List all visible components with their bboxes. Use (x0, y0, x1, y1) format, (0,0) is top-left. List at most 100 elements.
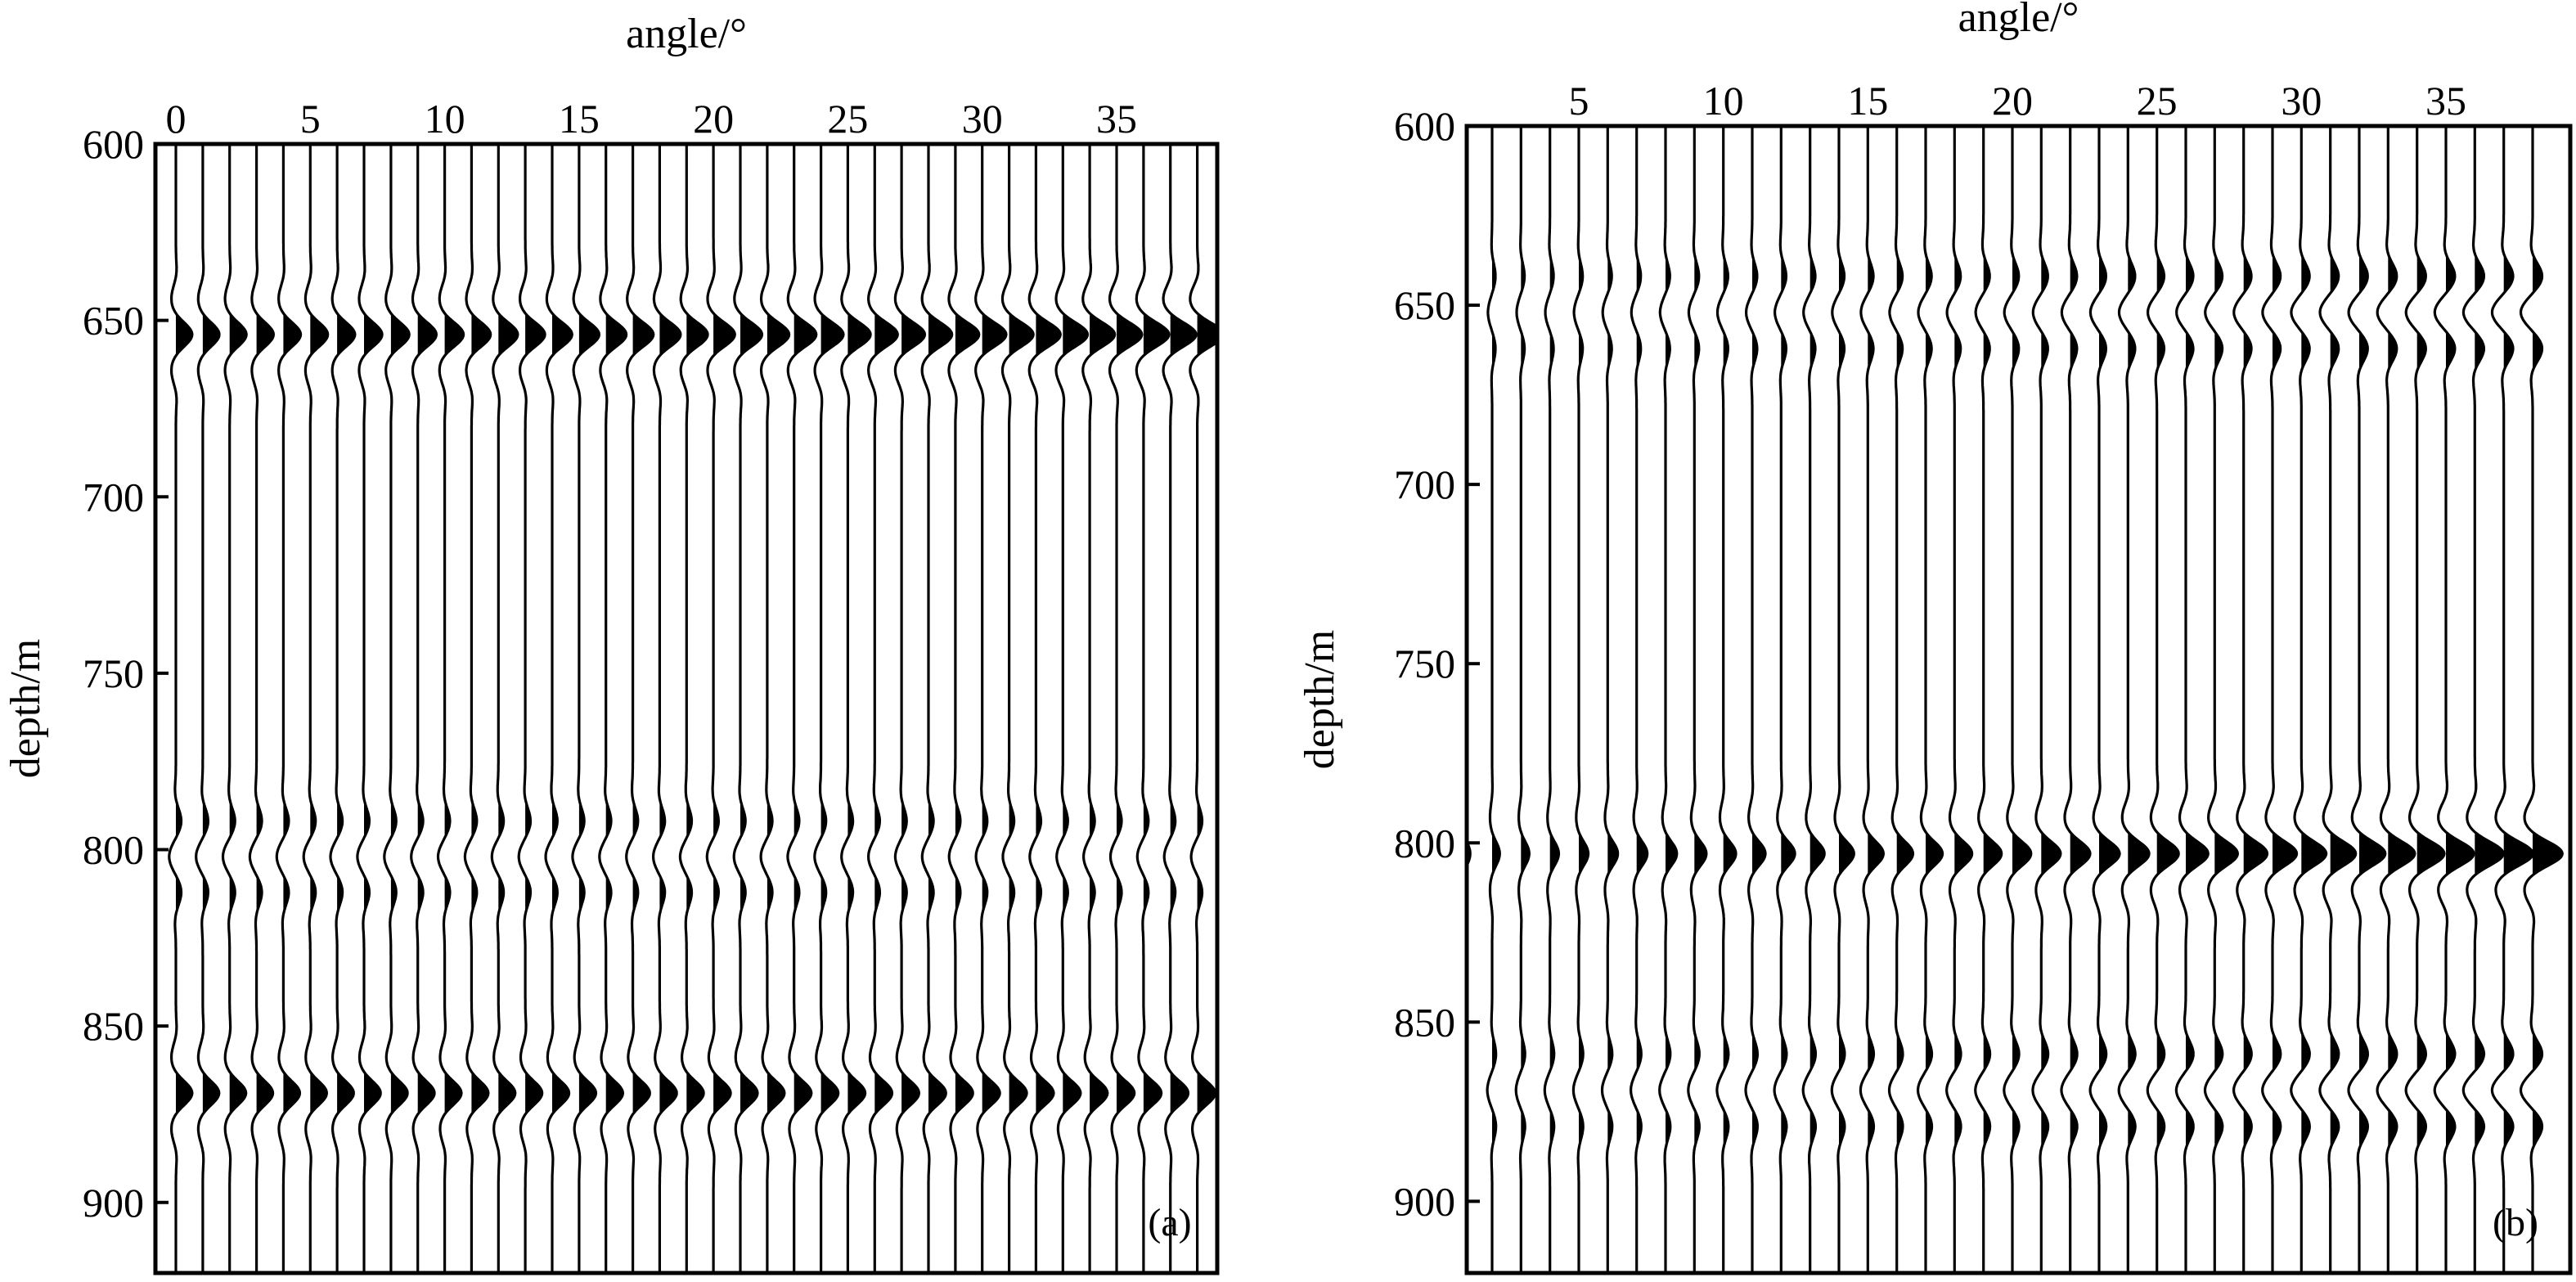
trace-line (1543, 126, 1561, 1273)
y-tick-label: 900 (83, 1180, 144, 1226)
trace-fill (632, 257, 654, 1169)
x-tick-label: 25 (2137, 78, 2178, 124)
trace-fill (1636, 256, 1648, 1146)
y-tick-label: 600 (1394, 103, 1455, 149)
trace-6 (329, 144, 357, 1273)
trace-fill (713, 257, 735, 1169)
trace-20 (705, 144, 736, 1273)
trace-group (168, 144, 1217, 1273)
trace-fill (1492, 256, 1500, 1146)
trace-line (221, 144, 248, 1273)
trace-fill (2070, 256, 2090, 1148)
trace-line (275, 144, 303, 1273)
trace-fill (686, 257, 708, 1169)
trace-fill (390, 259, 410, 1169)
trace-fill (740, 257, 762, 1169)
trace-fill (417, 259, 437, 1169)
trace-fill (1063, 257, 1088, 1169)
x-tick-label: 30 (962, 96, 1003, 142)
x-tick-label: 30 (2281, 78, 2322, 124)
trace-line (1974, 126, 2003, 1273)
trace-line (383, 144, 411, 1273)
trace-25 (840, 144, 872, 1273)
x-tick-label: 25 (827, 96, 868, 142)
trace-5 (1571, 126, 1590, 1273)
trace-4 (1543, 126, 1561, 1273)
panel-label: (b) (2493, 1201, 2538, 1244)
trace-line (2174, 126, 2210, 1273)
trace-fill (2128, 254, 2150, 1148)
trace-line (1887, 126, 1915, 1273)
trace-10 (1715, 126, 1738, 1273)
trace-line (759, 144, 791, 1273)
trace-fill (471, 259, 491, 1169)
trace-30 (974, 144, 1008, 1273)
trace-fill (2156, 254, 2179, 1148)
y-tick-label: 800 (83, 827, 144, 873)
trace-fill (2041, 256, 2061, 1146)
trace-29 (2261, 126, 2299, 1273)
trace-16 (1887, 126, 1915, 1273)
trace-fill (229, 259, 247, 1169)
trace-36 (1135, 144, 1171, 1273)
panel-b-angle-gather: 600 650 700 750 800 850 900 5 10 15 20 25 30 35 angle/… (1297, 0, 2573, 1275)
trace-17 (625, 144, 655, 1273)
trace-24 (813, 144, 845, 1273)
trace-20 (2003, 126, 2033, 1273)
trace-28 (2232, 126, 2269, 1273)
trace-fill (2273, 254, 2297, 1148)
trace-line (2003, 126, 2033, 1273)
trace-line (1744, 126, 1767, 1273)
trace-line (1189, 144, 1217, 1273)
trace-fill (1009, 257, 1034, 1169)
trace-17 (1916, 126, 1944, 1273)
trace-line (544, 144, 573, 1273)
trace-31 (1000, 144, 1035, 1273)
trace-line (840, 144, 872, 1273)
trace-fill (256, 259, 274, 1169)
trace-37 (1162, 144, 1198, 1273)
trace-fill (1143, 254, 1169, 1169)
trace-fill (1549, 256, 1559, 1146)
trace-line (2347, 126, 2387, 1273)
trace-fill (1781, 256, 1796, 1146)
trace-line (168, 144, 194, 1273)
y-tick-label: 650 (83, 298, 144, 344)
trace-line (893, 144, 927, 1273)
trace-line (2088, 126, 2121, 1273)
trace-line (651, 144, 682, 1273)
trace-14 (544, 144, 573, 1273)
trace-8 (1658, 126, 1679, 1273)
trace-line (2146, 126, 2180, 1273)
trace-fill (2503, 254, 2533, 1148)
trace-26 (2174, 126, 2210, 1273)
trace-fill (767, 257, 789, 1169)
trace-19 (1974, 126, 2003, 1273)
trace-group (1467, 126, 2564, 1273)
trace-fill (337, 259, 355, 1169)
trace-23 (2088, 126, 2121, 1273)
trace-fill (928, 257, 952, 1169)
trace-fill (1197, 254, 1217, 1169)
y-axis-title: depth/m (2, 639, 49, 778)
trace-line (1486, 126, 1501, 1273)
trace-27 (2203, 126, 2240, 1273)
trace-11 (1744, 126, 1767, 1273)
trace-line (2261, 126, 2299, 1273)
trace-fill (364, 259, 383, 1169)
trace-line (732, 144, 764, 1273)
trace-36 (2461, 126, 2505, 1273)
trace-line (1944, 126, 1974, 1273)
trace-line (517, 144, 546, 1273)
trace-line (786, 144, 818, 1273)
trace-37 (2490, 126, 2534, 1273)
panel-a-angle-gather: 600 650 700 750 800 850 900 0 5 10 15 20 25 30 35 angle… (2, 11, 1220, 1275)
trace-fill (202, 259, 219, 1169)
trace-fill (659, 257, 681, 1169)
trace-line (1715, 126, 1738, 1273)
trace-line (571, 144, 601, 1273)
trace-2 (1486, 126, 1501, 1273)
trace-line (1830, 126, 1855, 1273)
trace-line (2318, 126, 2358, 1273)
trace-line (1629, 126, 1649, 1273)
